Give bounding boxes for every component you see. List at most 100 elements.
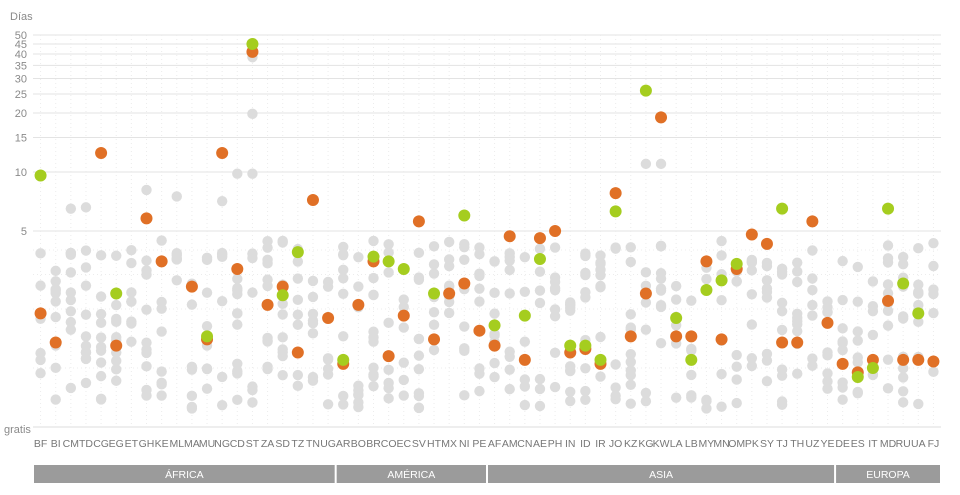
background-point [126,296,137,307]
background-point [95,345,107,356]
series-2-point-JO [609,205,622,218]
background-point [111,331,122,343]
x-tick-label: TH [790,438,804,450]
background-point [443,296,455,308]
x-tick-label: MA [184,438,200,450]
background-point [459,238,470,250]
background-point [80,245,92,256]
background-point [413,363,425,375]
background-point [625,379,636,391]
series-2-point-UA [912,307,925,320]
background-point [65,306,77,317]
background-point [95,308,107,320]
background-point [65,267,77,278]
background-point [353,251,364,263]
background-point [746,319,758,330]
series-1-point-PK [745,228,758,241]
background-point [716,250,727,261]
background-point [761,275,773,286]
series-1-point-MX [443,287,456,300]
background-point [383,393,394,404]
background-point [428,306,440,318]
background-point [655,268,667,279]
background-point [383,239,394,250]
background-point [565,386,576,397]
series-2-point-CO [382,255,395,268]
x-tick-label: PH [548,438,563,450]
background-point [186,403,198,414]
series-2-point-EC [397,262,410,275]
series-1-point-MY [700,255,713,268]
background-point [807,245,818,256]
background-point [580,385,591,397]
background-point [882,253,894,264]
background-point [761,283,773,294]
background-point [95,332,107,343]
series-1-point-TZ [291,346,304,359]
background-point [383,267,394,278]
series-1-point-CO [382,350,395,363]
background-point [413,333,425,345]
background-point [474,249,485,260]
background-point [913,288,924,299]
background-point [338,249,349,261]
background-point [459,345,470,357]
background-point [882,305,894,317]
background-point [141,265,152,276]
y-axis-bottom-label: gratis [4,424,31,436]
background-point [35,347,46,359]
background-point [95,370,107,382]
grid-lines [33,34,941,428]
background-point [640,395,652,407]
background-point [292,309,304,320]
x-tick-label: ST [246,438,260,450]
x-tick-label: JO [609,438,622,450]
series-2-point-KG [639,84,652,97]
series-1-point-ZA [261,298,274,311]
background-point [534,373,546,385]
background-point [232,394,243,406]
background-point [504,288,515,299]
background-point [670,294,682,305]
x-tick-label: TN [306,438,320,450]
background-point [141,337,152,348]
background-point [474,385,485,397]
background-point [625,309,636,320]
background-point [716,368,727,380]
background-point [837,294,848,306]
background-point [776,297,788,309]
background-point [504,364,515,375]
background-point [716,235,727,247]
background-point [428,241,440,252]
background-point [746,257,758,268]
series-1-point-MD [882,294,895,307]
background-point [913,316,924,328]
background-point [322,363,334,375]
background-point [201,363,213,375]
background-point [156,390,167,401]
background-point [625,365,636,376]
background-point [822,383,833,394]
background-point [867,329,879,341]
background-point [156,366,167,377]
background-point [368,362,379,373]
y-tick-label: 35 [15,60,27,72]
series-2-point-OM [730,257,743,270]
series-1-point-KW [655,111,668,124]
series-1-point-CD [231,262,244,275]
x-tick-label: UG [320,438,336,450]
background-point [171,250,182,261]
background-point [519,252,531,263]
series-2-point-IT [866,361,879,374]
background-point [655,338,667,349]
x-tick-label: TZ [291,438,304,450]
background-point [141,304,152,315]
series-2-point-MD [882,202,895,215]
background-point [141,390,152,401]
background-point [322,354,334,365]
background-point [50,276,61,287]
background-point [625,256,636,268]
background-point [640,387,652,399]
background-point [701,403,712,414]
background-point [640,158,652,170]
